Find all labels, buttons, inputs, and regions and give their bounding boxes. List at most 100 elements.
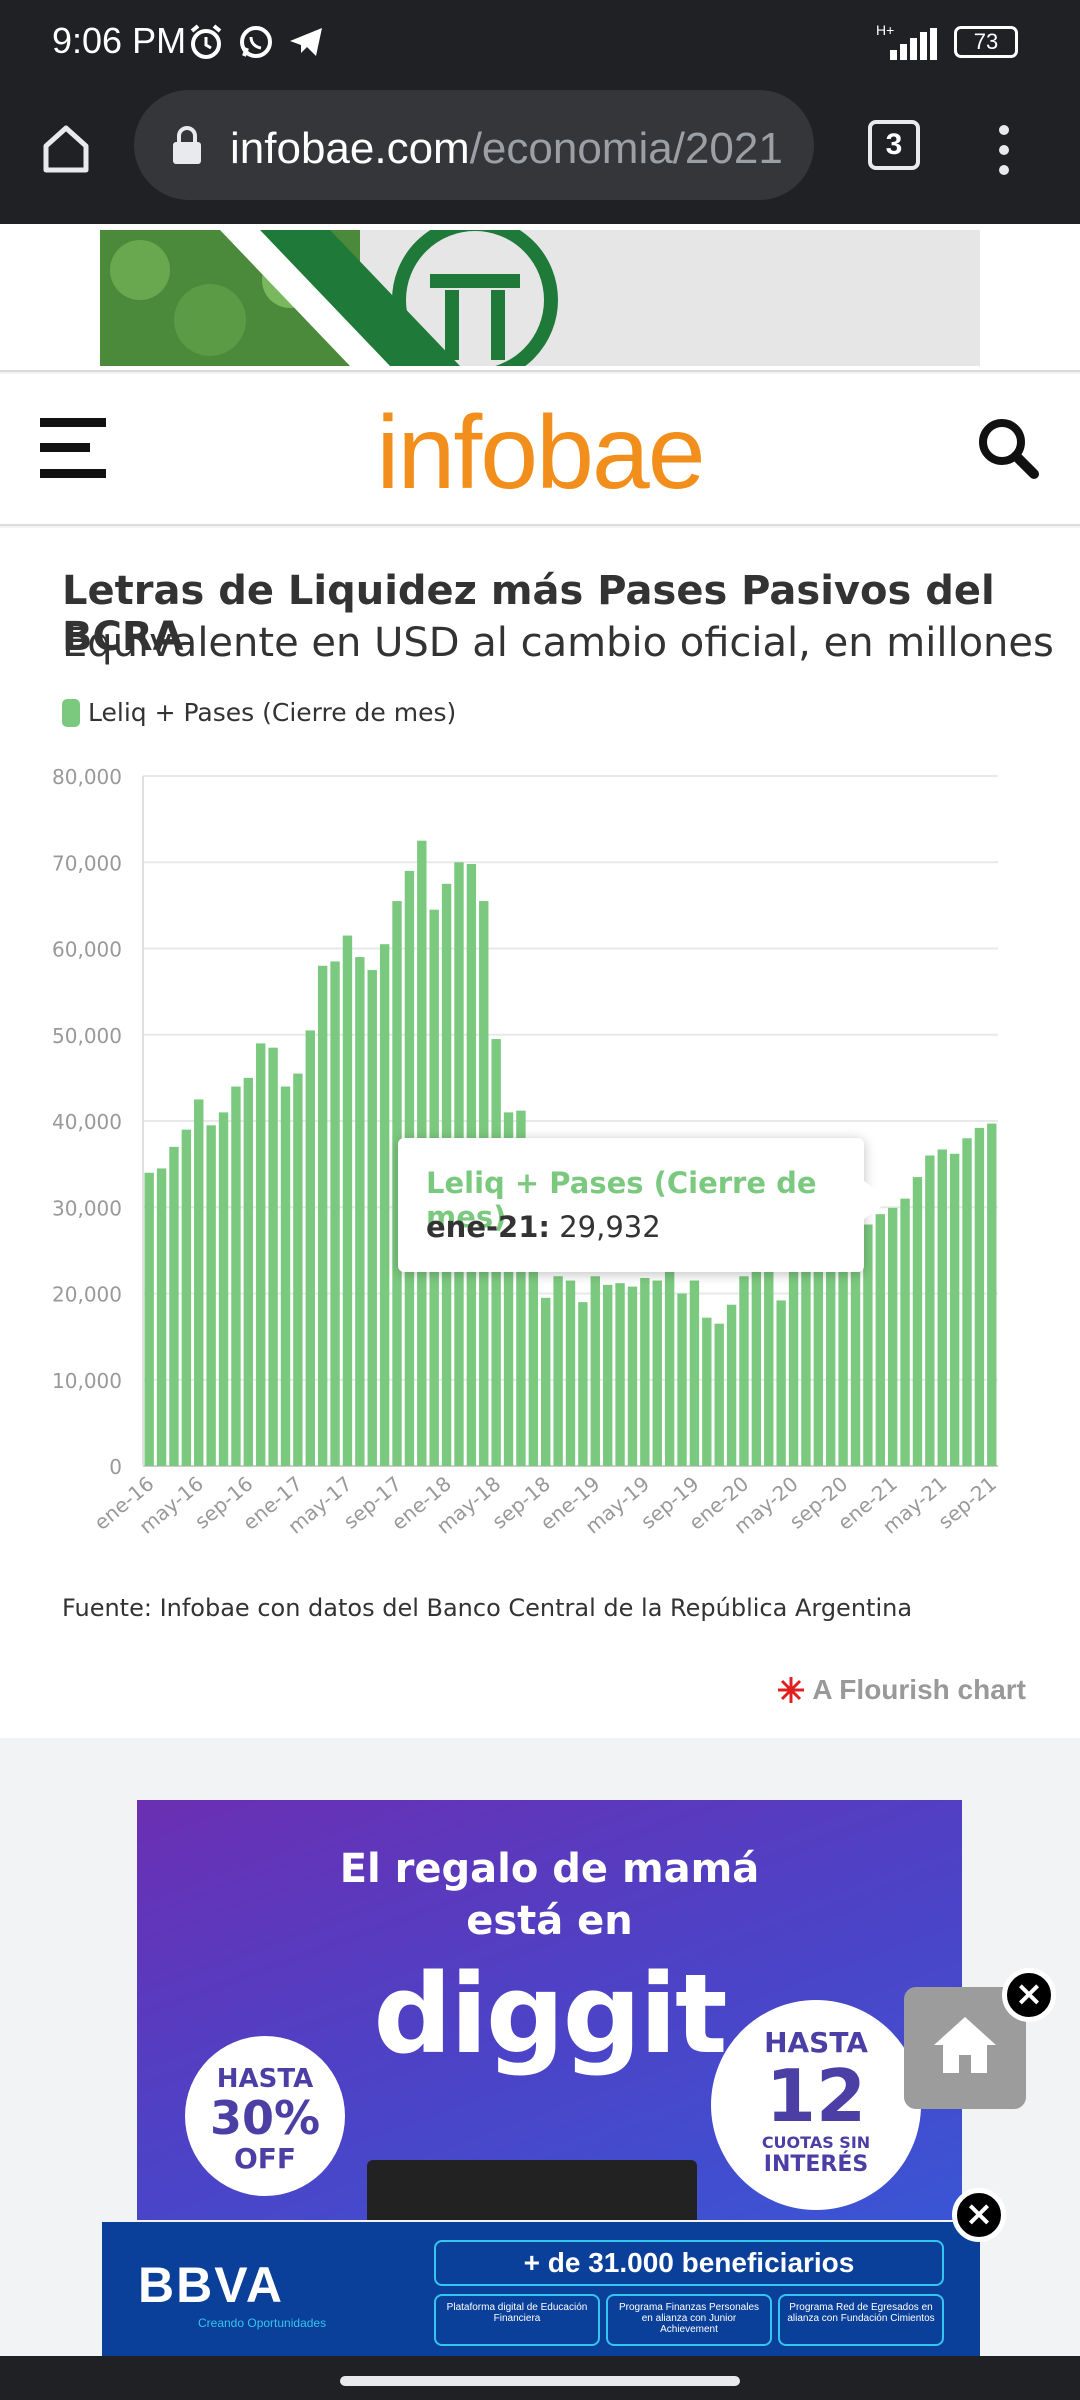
bar-ene-20[interactable] — [739, 1276, 749, 1466]
bar-ene-16[interactable] — [144, 1172, 154, 1466]
bar-mar-19[interactable] — [615, 1283, 625, 1466]
hamburger-icon[interactable] — [40, 418, 106, 478]
chart-legend[interactable]: Leliq + Pases (Cierre de mes) — [62, 698, 456, 727]
bar-jun-21[interactable] — [949, 1153, 960, 1466]
telegram-icon — [290, 28, 322, 56]
close-floating-button[interactable]: × — [1002, 1968, 1056, 2022]
bar-sep-18[interactable] — [541, 1297, 551, 1466]
battery-level: 73 — [973, 29, 999, 54]
bar-mar-16[interactable] — [169, 1146, 179, 1466]
bar-dic-16[interactable] — [280, 1086, 291, 1467]
bar-dic-19[interactable] — [726, 1304, 737, 1466]
legend-label: Leliq + Pases (Cierre de mes) — [88, 698, 457, 727]
flourish-logo-icon — [777, 1677, 804, 1703]
bar-feb-20[interactable] — [751, 1215, 762, 1466]
status-bar: 9:06 PM H+ 73 — [0, 0, 1080, 82]
address-bar[interactable]: infobae.com/economia/2021 — [134, 90, 814, 200]
bar-dic-18[interactable] — [578, 1302, 588, 1466]
bar-abr-17[interactable] — [330, 961, 340, 1466]
bar-ago-19[interactable] — [677, 1293, 687, 1467]
bar-jul-20[interactable] — [813, 1241, 824, 1466]
bar-nov-16[interactable] — [268, 1047, 278, 1466]
bar-ago-16[interactable] — [231, 1086, 241, 1467]
bar-jul-21[interactable] — [962, 1138, 972, 1466]
diggit-ad[interactable]: El regalo de mamá está en diggit HASTA 3… — [137, 1800, 962, 2220]
bar-ago-20[interactable] — [826, 1233, 836, 1466]
bar-sep-20[interactable] — [838, 1224, 848, 1467]
bar-dic-20[interactable] — [875, 1214, 885, 1466]
bar-ene-19[interactable] — [590, 1276, 600, 1466]
bar-feb-21[interactable] — [900, 1198, 910, 1466]
bar-mar-21[interactable] — [912, 1177, 923, 1466]
url-path: /economia/2021 — [469, 124, 783, 173]
chart-card: Letras de Liquidez más Pases Pasivos del… — [0, 528, 1080, 1738]
bar-sep-21[interactable] — [987, 1123, 997, 1466]
infobae-logo[interactable]: infobae — [376, 395, 705, 511]
bar-may-21[interactable] — [937, 1149, 947, 1466]
bar-may-20[interactable] — [788, 1228, 799, 1466]
bar-feb-17[interactable] — [305, 1030, 315, 1466]
home-gesture-pill[interactable] — [340, 2376, 740, 2386]
bar-jun-20[interactable] — [801, 1226, 811, 1466]
bar-jun-18[interactable] — [503, 1112, 514, 1466]
ad-line-2: está en — [466, 1898, 633, 1944]
close-ad-button[interactable]: × — [952, 2188, 1006, 2242]
ad-badge-installments: HASTA 12 CUOTAS SIN INTERÉS — [711, 2000, 921, 2210]
bar-jul-19[interactable] — [664, 1254, 675, 1466]
bar-jul-18[interactable] — [516, 1110, 526, 1466]
bar-ago-21[interactable] — [974, 1127, 985, 1466]
bar-jun-17[interactable] — [355, 957, 365, 1466]
flourish-credit[interactable]: A Flourish chart — [776, 1674, 1026, 1706]
status-time: 9:06 PM — [52, 20, 187, 61]
whatsapp-icon — [240, 26, 272, 58]
bar-jun-16[interactable] — [206, 1125, 216, 1466]
bar-sep-16[interactable] — [243, 1077, 254, 1466]
top-ad-banner[interactable] — [100, 230, 980, 366]
url-host: infobae.com — [230, 124, 470, 173]
tooltip-category: ene-21: — [426, 1210, 550, 1244]
tooltip-series: Leliq + Pases (Cierre de mes) — [426, 1166, 817, 1234]
bar-feb-19[interactable] — [602, 1284, 613, 1466]
bbva-ad[interactable]: BBVA Creando Oportunidades + de 31.000 b… — [102, 2222, 980, 2356]
y-tick-label: 70,000 — [52, 851, 122, 875]
bar-sep-19[interactable] — [689, 1280, 700, 1466]
lock-icon — [173, 126, 201, 164]
bar-ene-17[interactable] — [293, 1073, 303, 1466]
bar-mar-20[interactable] — [764, 1241, 774, 1466]
bar-jul-17[interactable] — [367, 970, 377, 1466]
bar-nov-18[interactable] — [565, 1280, 576, 1466]
bar-jul-16[interactable] — [218, 1112, 229, 1466]
bar-oct-19[interactable] — [702, 1317, 712, 1466]
bar-jun-19[interactable] — [652, 1280, 662, 1466]
bar-sep-17[interactable] — [392, 901, 402, 1466]
bar-ago-17[interactable] — [379, 944, 390, 1466]
tab-switcher-button[interactable]: 3 — [868, 120, 920, 170]
home-icon[interactable] — [36, 118, 96, 178]
bar-may-16[interactable] — [194, 1099, 204, 1466]
bar-feb-16[interactable] — [156, 1168, 167, 1466]
network-type: H+ — [876, 22, 895, 38]
bar-oct-20[interactable] — [850, 1215, 861, 1466]
bar-ago-18[interactable] — [528, 1228, 539, 1466]
battery-icon: 73 — [954, 26, 1018, 58]
bar-abr-20[interactable] — [776, 1300, 786, 1466]
bar-nov-19[interactable] — [714, 1323, 724, 1466]
bar-may-17[interactable] — [342, 935, 353, 1466]
bar-nov-20[interactable] — [863, 1224, 873, 1467]
home-icon — [934, 2017, 996, 2073]
ad-product-image — [367, 2160, 697, 2220]
menu-dots-icon[interactable] — [990, 120, 1018, 180]
system-nav-bar — [0, 2356, 1080, 2400]
bar-abr-21[interactable] — [925, 1155, 935, 1467]
bar-ene-21[interactable] — [887, 1207, 898, 1466]
bar-oct-16[interactable] — [256, 1043, 266, 1466]
bar-abr-16[interactable] — [181, 1129, 192, 1466]
bar-oct-18[interactable] — [553, 1276, 563, 1466]
top-ad[interactable] — [0, 224, 1080, 372]
bar-may-19[interactable] — [640, 1277, 650, 1466]
bar-abr-19[interactable] — [627, 1286, 638, 1466]
y-tick-label: 0 — [109, 1455, 122, 1479]
bar-mar-17[interactable] — [317, 965, 328, 1466]
search-icon[interactable] — [976, 416, 1040, 480]
ad-brand: diggit — [373, 1950, 727, 2078]
